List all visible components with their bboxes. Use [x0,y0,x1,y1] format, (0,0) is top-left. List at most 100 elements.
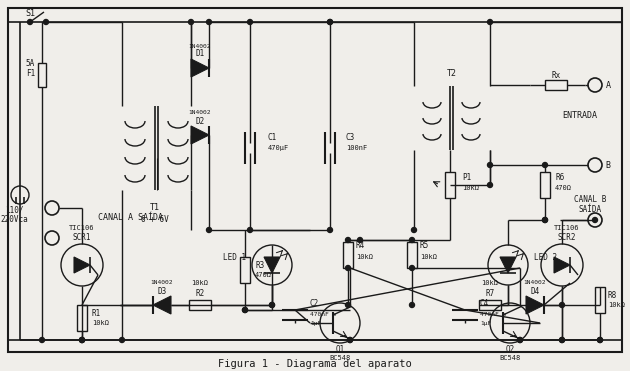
Circle shape [248,20,253,24]
Circle shape [79,338,84,342]
Circle shape [559,338,564,342]
Bar [540,172,550,198]
Text: R4: R4 [356,240,365,250]
Circle shape [488,162,493,167]
Text: 10kΩ: 10kΩ [192,280,209,286]
Text: B: B [605,161,610,170]
Text: R8: R8 [608,290,617,299]
Text: D1: D1 [195,49,205,59]
Circle shape [592,217,597,223]
Text: 470µF: 470µF [268,145,289,151]
Circle shape [120,338,125,342]
Text: 10kΩ: 10kΩ [356,254,373,260]
Bar [240,257,250,283]
Circle shape [28,20,33,24]
Text: C1: C1 [268,134,277,142]
Text: C4: C4 [480,299,490,308]
Circle shape [43,20,49,24]
Text: R6: R6 [555,173,564,181]
Polygon shape [500,257,516,273]
Circle shape [328,227,333,233]
Bar [479,300,501,310]
Circle shape [559,338,564,342]
Bar [189,300,211,310]
Circle shape [517,338,522,342]
Circle shape [79,338,84,342]
Text: Figura 1 - Diagrama del aparato: Figura 1 - Diagrama del aparato [218,359,412,369]
Text: 470nF o: 470nF o [310,312,336,318]
Circle shape [542,162,547,167]
Text: 10kΩ: 10kΩ [462,185,479,191]
Text: T2: T2 [447,69,457,79]
Circle shape [517,338,522,342]
Text: 1N4002: 1N4002 [151,280,173,286]
Circle shape [328,20,333,24]
Text: 1µF: 1µF [310,322,321,326]
Circle shape [243,308,248,312]
Circle shape [328,20,333,24]
Text: A: A [605,81,610,89]
Circle shape [357,237,362,243]
Text: C2: C2 [310,299,319,308]
Text: D2: D2 [195,116,205,125]
Text: Rx: Rx [551,70,561,79]
Text: T1: T1 [150,204,160,213]
Text: 1N4002: 1N4002 [524,280,546,286]
Circle shape [270,302,275,308]
Text: CANAL B: CANAL B [574,196,606,204]
Text: 10kΩ: 10kΩ [481,280,498,286]
Circle shape [542,217,547,223]
Circle shape [188,20,193,24]
Text: D3: D3 [158,286,166,295]
Text: C3: C3 [346,134,355,142]
Text: 110/: 110/ [5,206,23,214]
Circle shape [559,302,564,308]
Text: 5A: 5A [26,59,35,68]
Circle shape [348,338,353,342]
Text: 470nF o: 470nF o [480,312,507,318]
Circle shape [207,20,212,24]
Circle shape [345,302,350,308]
Circle shape [79,338,84,342]
Text: F1: F1 [26,69,35,78]
Text: P1: P1 [462,173,471,181]
Text: Q1: Q1 [335,345,345,354]
Text: 100nF: 100nF [346,145,367,151]
Text: ENTRADA: ENTRADA [563,111,597,119]
Text: LED 1: LED 1 [223,253,246,262]
Text: R5: R5 [420,240,429,250]
Text: 220Vca: 220Vca [0,214,28,223]
Text: SCR1: SCR1 [72,233,91,242]
Text: R3: R3 [255,260,264,269]
Bar [545,80,567,90]
Circle shape [597,338,602,342]
Circle shape [40,338,45,342]
Circle shape [243,308,248,312]
Polygon shape [191,126,209,144]
Text: CANAL A SAÍDA: CANAL A SAÍDA [98,213,163,223]
Circle shape [345,237,350,243]
Text: 10kΩ: 10kΩ [420,254,437,260]
Circle shape [270,302,275,308]
Bar [343,242,353,268]
Circle shape [597,338,602,342]
Text: LED 2: LED 2 [534,253,557,262]
Circle shape [542,217,547,223]
Bar [407,242,417,268]
Text: BC548: BC548 [329,355,351,361]
Bar [77,305,87,331]
Text: 1N4002: 1N4002 [189,43,211,49]
Text: 470Ω: 470Ω [255,272,272,278]
Text: 6 + 6V: 6 + 6V [141,216,169,224]
Text: Q2: Q2 [505,345,515,354]
Polygon shape [554,257,570,273]
Circle shape [410,302,415,308]
Bar [595,287,605,313]
Circle shape [248,227,253,233]
Text: S1: S1 [25,10,35,19]
Circle shape [410,237,415,243]
Bar [445,172,455,198]
Text: SCR2: SCR2 [558,233,576,242]
Text: SAÍDA: SAÍDA [578,206,602,214]
Text: TIC106: TIC106 [554,225,580,231]
